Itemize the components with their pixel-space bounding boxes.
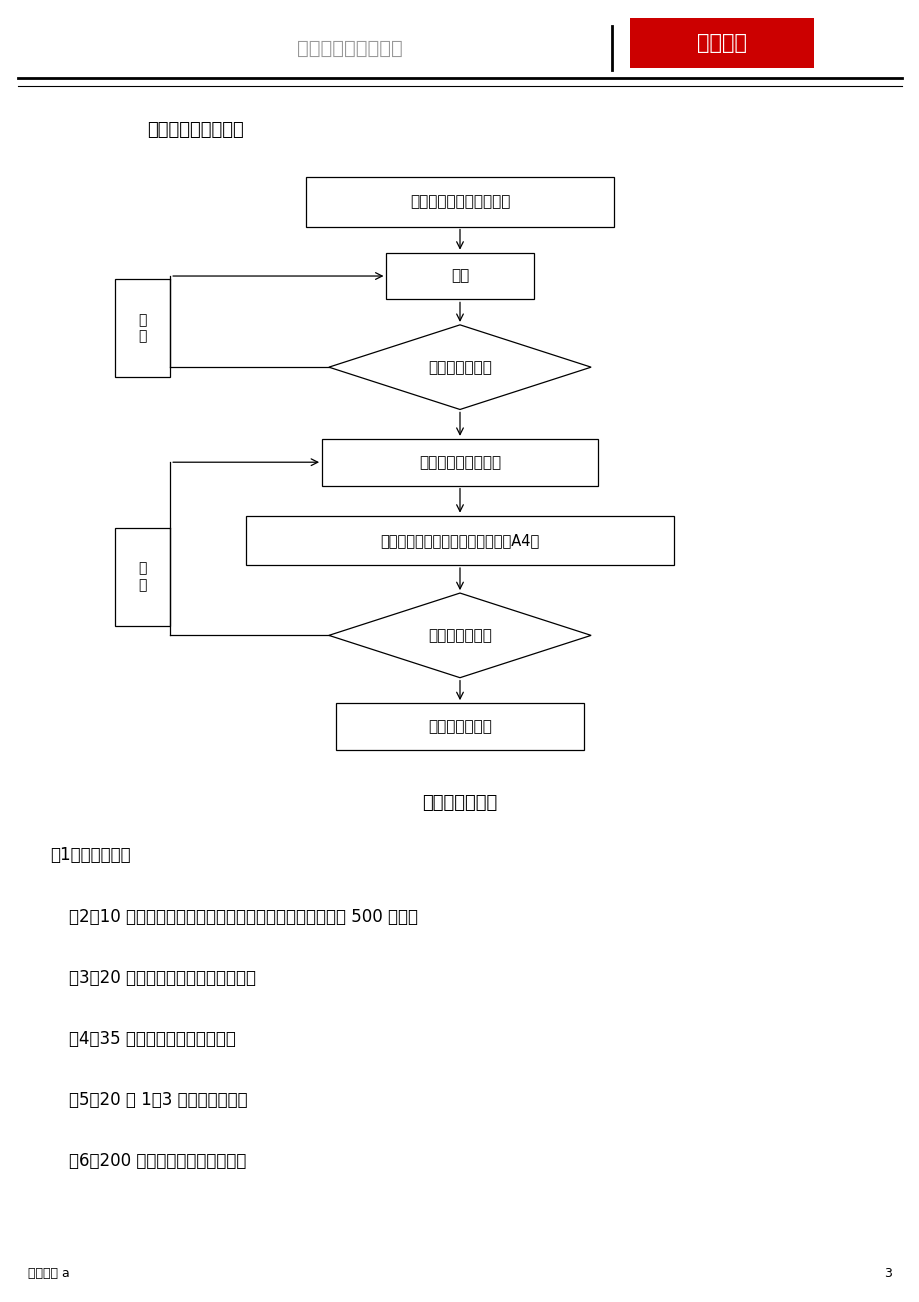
FancyBboxPatch shape — [322, 439, 597, 486]
Text: 仅供参考: 仅供参考 — [697, 33, 746, 53]
Text: 监理工程师验收: 监理工程师验收 — [427, 628, 492, 643]
Text: 页眉页脚可一键删除: 页眉页脚可一键删除 — [297, 39, 402, 57]
Text: （4）35 厚岩棉板，胶粘剂粘贴。: （4）35 厚岩棉板，胶粘剂粘贴。 — [69, 1030, 235, 1048]
Text: 3: 3 — [883, 1267, 891, 1280]
FancyBboxPatch shape — [115, 529, 170, 625]
Text: （5）20 厚 1：3 水泥砂浆找平。: （5）20 厚 1：3 水泥砂浆找平。 — [69, 1091, 247, 1109]
FancyBboxPatch shape — [630, 18, 813, 68]
FancyBboxPatch shape — [306, 177, 614, 227]
Text: 监理工程师巡视: 监理工程师巡视 — [427, 359, 492, 375]
Text: 监理工程师签认: 监理工程师签认 — [427, 719, 492, 734]
Text: 建筑内容 a: 建筑内容 a — [28, 1267, 69, 1280]
Text: （2）10 厚抗裂砂浆复合热镀锌电焊网（塑料锚栓双向中距 500 固锚）: （2）10 厚抗裂砂浆复合热镀锌电焊网（塑料锚栓双向中距 500 固锚） — [69, 907, 417, 926]
Text: 完成后施工单位自检: 完成后施工单位自检 — [418, 454, 501, 470]
Text: 施工单位报验，填《报验申请表》A4表: 施工单位报验，填《报验申请表》A4表 — [380, 533, 539, 548]
Text: 检查施工单位的技术交底: 检查施工单位的技术交底 — [409, 194, 510, 210]
Text: 纠
正: 纠 正 — [138, 561, 147, 592]
Text: （1）装饰面层。: （1）装饰面层。 — [51, 846, 131, 865]
Text: （3）20 厚粘结型胶水泥砂浆找平层。: （3）20 厚粘结型胶水泥砂浆找平层。 — [69, 969, 255, 987]
Text: 五、外墙做法：: 五、外墙做法： — [422, 794, 497, 812]
Polygon shape — [329, 326, 591, 409]
Text: 纠
正: 纠 正 — [138, 312, 147, 344]
FancyBboxPatch shape — [386, 253, 533, 299]
Polygon shape — [329, 594, 591, 677]
FancyBboxPatch shape — [115, 280, 170, 378]
FancyBboxPatch shape — [246, 516, 673, 565]
Text: 四、监理工作的流程: 四、监理工作的流程 — [147, 121, 244, 139]
Text: （6）200 厚加气砼砌块墙或砼柱。: （6）200 厚加气砼砌块墙或砼柱。 — [69, 1152, 246, 1170]
FancyBboxPatch shape — [335, 703, 584, 750]
Text: 施工: 施工 — [450, 268, 469, 284]
